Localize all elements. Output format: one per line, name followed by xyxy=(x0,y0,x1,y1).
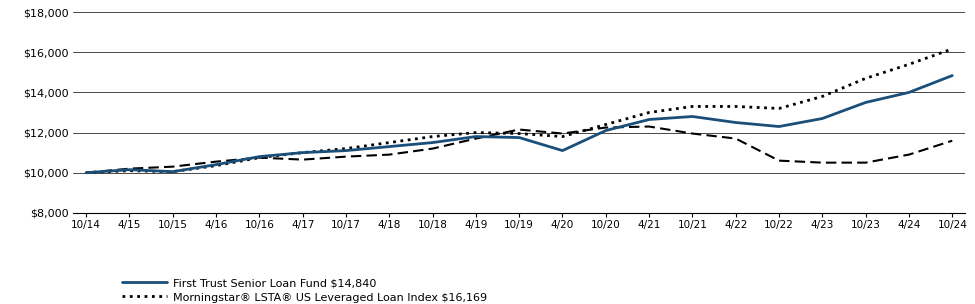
First Trust Senior Loan Fund $14,840 xyxy=(903,91,915,94)
Bloomberg US Aggregate Bond Index $11,593 xyxy=(730,137,742,140)
Morningstar® LSTA® US Leveraged Loan Index $16,169 xyxy=(340,147,352,150)
Line: Bloomberg US Aggregate Bond Index $11,593: Bloomberg US Aggregate Bond Index $11,59… xyxy=(86,126,953,173)
First Trust Senior Loan Fund $14,840 xyxy=(167,170,178,174)
Morningstar® LSTA® US Leveraged Loan Index $16,169 xyxy=(644,111,655,114)
Line: First Trust Senior Loan Fund $14,840: First Trust Senior Loan Fund $14,840 xyxy=(86,76,953,173)
Bloomberg US Aggregate Bond Index $11,593 xyxy=(383,153,395,157)
Morningstar® LSTA® US Leveraged Loan Index $16,169 xyxy=(600,123,611,126)
Morningstar® LSTA® US Leveraged Loan Index $16,169 xyxy=(513,132,525,135)
Bloomberg US Aggregate Bond Index $11,593 xyxy=(296,158,308,161)
Bloomberg US Aggregate Bond Index $11,593 xyxy=(470,137,482,140)
Legend: First Trust Senior Loan Fund $14,840, Morningstar® LSTA® US Leveraged Loan Index: First Trust Senior Loan Fund $14,840, Mo… xyxy=(118,273,491,304)
Bloomberg US Aggregate Bond Index $11,593 xyxy=(80,171,92,174)
Morningstar® LSTA® US Leveraged Loan Index $16,169 xyxy=(557,135,568,138)
Line: Morningstar® LSTA® US Leveraged Loan Index $16,169: Morningstar® LSTA® US Leveraged Loan Ind… xyxy=(86,49,953,173)
First Trust Senior Loan Fund $14,840 xyxy=(340,149,352,152)
Bloomberg US Aggregate Bond Index $11,593 xyxy=(513,128,525,131)
Bloomberg US Aggregate Bond Index $11,593 xyxy=(600,126,611,130)
Morningstar® LSTA® US Leveraged Loan Index $16,169 xyxy=(773,107,785,110)
Morningstar® LSTA® US Leveraged Loan Index $16,169 xyxy=(124,169,136,172)
Bloomberg US Aggregate Bond Index $11,593 xyxy=(340,155,352,158)
Morningstar® LSTA® US Leveraged Loan Index $16,169 xyxy=(80,171,92,174)
Morningstar® LSTA® US Leveraged Loan Index $16,169 xyxy=(816,95,828,98)
Bloomberg US Aggregate Bond Index $11,593 xyxy=(124,167,136,171)
First Trust Senior Loan Fund $14,840 xyxy=(470,135,482,138)
First Trust Senior Loan Fund $14,840 xyxy=(296,151,308,154)
Bloomberg US Aggregate Bond Index $11,593 xyxy=(860,161,872,164)
Morningstar® LSTA® US Leveraged Loan Index $16,169 xyxy=(686,105,698,108)
First Trust Senior Loan Fund $14,840 xyxy=(947,74,958,78)
Bloomberg US Aggregate Bond Index $11,593 xyxy=(557,132,568,135)
First Trust Senior Loan Fund $14,840 xyxy=(124,168,136,171)
Morningstar® LSTA® US Leveraged Loan Index $16,169 xyxy=(427,135,439,138)
First Trust Senior Loan Fund $14,840 xyxy=(513,136,525,139)
Bloomberg US Aggregate Bond Index $11,593 xyxy=(254,156,265,159)
First Trust Senior Loan Fund $14,840 xyxy=(860,101,872,104)
Bloomberg US Aggregate Bond Index $11,593 xyxy=(167,165,178,168)
Morningstar® LSTA® US Leveraged Loan Index $16,169 xyxy=(383,141,395,144)
First Trust Senior Loan Fund $14,840 xyxy=(80,171,92,174)
Bloomberg US Aggregate Bond Index $11,593 xyxy=(903,153,915,157)
Morningstar® LSTA® US Leveraged Loan Index $16,169 xyxy=(860,77,872,80)
First Trust Senior Loan Fund $14,840 xyxy=(211,163,222,167)
First Trust Senior Loan Fund $14,840 xyxy=(816,117,828,120)
First Trust Senior Loan Fund $14,840 xyxy=(644,118,655,121)
Morningstar® LSTA® US Leveraged Loan Index $16,169 xyxy=(296,151,308,154)
Morningstar® LSTA® US Leveraged Loan Index $16,169 xyxy=(730,105,742,108)
Bloomberg US Aggregate Bond Index $11,593 xyxy=(816,161,828,164)
First Trust Senior Loan Fund $14,840 xyxy=(773,125,785,128)
First Trust Senior Loan Fund $14,840 xyxy=(600,129,611,132)
First Trust Senior Loan Fund $14,840 xyxy=(557,149,568,152)
Bloomberg US Aggregate Bond Index $11,593 xyxy=(773,159,785,162)
Bloomberg US Aggregate Bond Index $11,593 xyxy=(211,160,222,164)
Bloomberg US Aggregate Bond Index $11,593 xyxy=(686,132,698,135)
Morningstar® LSTA® US Leveraged Loan Index $16,169 xyxy=(947,47,958,51)
Morningstar® LSTA® US Leveraged Loan Index $16,169 xyxy=(903,63,915,66)
Bloomberg US Aggregate Bond Index $11,593 xyxy=(427,147,439,150)
First Trust Senior Loan Fund $14,840 xyxy=(686,115,698,118)
Morningstar® LSTA® US Leveraged Loan Index $16,169 xyxy=(211,164,222,168)
First Trust Senior Loan Fund $14,840 xyxy=(254,155,265,158)
First Trust Senior Loan Fund $14,840 xyxy=(383,145,395,148)
First Trust Senior Loan Fund $14,840 xyxy=(427,141,439,144)
Bloomberg US Aggregate Bond Index $11,593 xyxy=(947,139,958,143)
Morningstar® LSTA® US Leveraged Loan Index $16,169 xyxy=(254,156,265,159)
Morningstar® LSTA® US Leveraged Loan Index $16,169 xyxy=(470,131,482,134)
First Trust Senior Loan Fund $14,840 xyxy=(730,121,742,124)
Morningstar® LSTA® US Leveraged Loan Index $16,169 xyxy=(167,170,178,174)
Bloomberg US Aggregate Bond Index $11,593 xyxy=(644,125,655,128)
